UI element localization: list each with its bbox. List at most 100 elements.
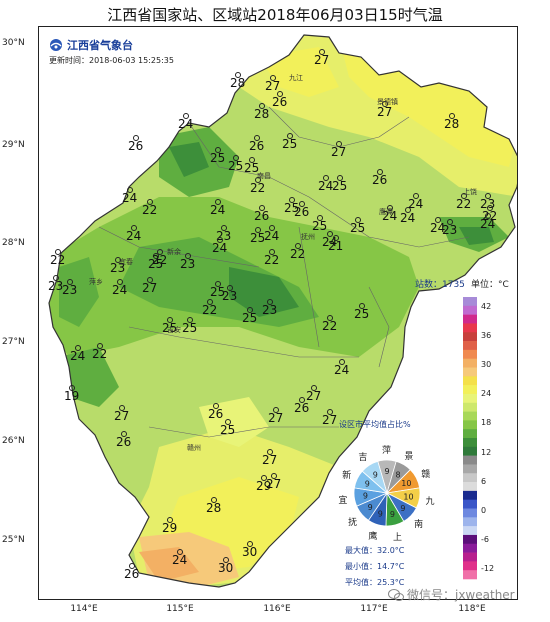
colorbar-segment bbox=[463, 455, 477, 465]
temperature-value: 25 bbox=[284, 201, 300, 215]
station-marker bbox=[97, 343, 103, 349]
colorbar bbox=[463, 297, 477, 580]
temperature-value: 24 bbox=[212, 241, 228, 255]
temperature-field bbox=[49, 35, 517, 587]
temperature-value: 26 bbox=[208, 407, 224, 421]
station-marker bbox=[327, 231, 333, 237]
temperature-value: 23 bbox=[48, 279, 64, 293]
pie-city-label: 九 bbox=[425, 496, 435, 507]
watermark-text: 微信号：jxweather bbox=[407, 588, 515, 602]
pie-city-label: 鹰 bbox=[368, 531, 378, 542]
pie-city-label: 宜 bbox=[338, 495, 348, 506]
station-marker bbox=[247, 307, 253, 313]
station-marker bbox=[67, 279, 73, 285]
city-boundaries bbox=[98, 106, 470, 438]
station-marker bbox=[177, 549, 183, 555]
temperature-value: 24 bbox=[400, 211, 416, 225]
station-marker bbox=[211, 497, 217, 503]
colorbar-segment bbox=[463, 393, 477, 404]
colorbar-segment bbox=[463, 526, 477, 536]
colorbar-segment bbox=[463, 429, 477, 439]
station-marker bbox=[382, 101, 388, 107]
station-marker bbox=[267, 449, 273, 455]
station-marker bbox=[185, 253, 191, 259]
station-marker bbox=[270, 75, 276, 81]
station-marker bbox=[317, 215, 323, 221]
temperature-value: 23 bbox=[180, 257, 196, 271]
latitude-label: 26°N bbox=[2, 436, 25, 446]
temperature-value: 22 bbox=[264, 253, 280, 267]
station-marker bbox=[147, 277, 153, 283]
station-marker bbox=[261, 475, 267, 481]
temperature-value: 22 bbox=[456, 197, 472, 211]
city-name: 新余 bbox=[167, 248, 181, 256]
temperature-value: 24 bbox=[334, 363, 350, 377]
stat-min: 最小值：14.7°C bbox=[345, 562, 405, 571]
station-marker bbox=[247, 541, 253, 547]
station-marker bbox=[119, 405, 125, 411]
temperature-value: 24 bbox=[318, 179, 334, 193]
station-marker bbox=[249, 157, 255, 163]
colorbar-segment bbox=[463, 561, 477, 571]
station-marker bbox=[337, 175, 343, 181]
latitude-label: 29°N bbox=[2, 140, 25, 150]
cma-logo-icon bbox=[50, 39, 62, 51]
station-marker bbox=[461, 193, 467, 199]
colorbar-label: 12 bbox=[481, 447, 492, 457]
station-marker bbox=[295, 243, 301, 249]
temperature-value: 27 bbox=[331, 145, 347, 159]
station-marker bbox=[339, 359, 345, 365]
station-marker bbox=[255, 227, 261, 233]
station-marker bbox=[167, 517, 173, 523]
temperature-value: 28 bbox=[206, 501, 222, 515]
temperature-value: 25 bbox=[282, 137, 298, 151]
colorbar-label: 18 bbox=[481, 418, 492, 428]
colorbar-segment bbox=[463, 332, 477, 342]
pie-city-label: 赣 bbox=[421, 470, 431, 481]
stat-avg: 平均值：25.3°C bbox=[345, 578, 405, 587]
station-marker bbox=[327, 315, 333, 321]
station-marker bbox=[287, 133, 293, 139]
temperature-value: 27 bbox=[142, 281, 158, 295]
station-marker bbox=[271, 473, 277, 479]
temperature-value: 26 bbox=[294, 401, 310, 415]
pie-slice-value: 8 bbox=[396, 470, 401, 479]
temperature-value: 25 bbox=[350, 221, 366, 235]
temperature-value: 27 bbox=[314, 53, 330, 67]
pie-slice-value: 9 bbox=[384, 467, 389, 476]
station-marker bbox=[233, 155, 239, 161]
station-marker bbox=[487, 205, 493, 211]
station-marker bbox=[117, 279, 123, 285]
colorbar-segment bbox=[463, 341, 477, 351]
temperature-value: 29 bbox=[162, 521, 178, 535]
pie-city-label: 新 bbox=[342, 471, 352, 482]
station-marker bbox=[133, 135, 139, 141]
colorbar-segment bbox=[463, 314, 477, 324]
temperature-value: 24 bbox=[70, 349, 86, 363]
station-marker bbox=[311, 385, 317, 391]
temperature-value: 27 bbox=[268, 411, 284, 425]
station-marker bbox=[153, 253, 159, 259]
colorbar-segment bbox=[463, 438, 477, 448]
pie-slice-value: 9 bbox=[363, 492, 368, 501]
temperature-value: 25 bbox=[312, 219, 328, 233]
colorbar-segment bbox=[463, 297, 477, 307]
temperature-value: 27 bbox=[266, 477, 282, 491]
station-marker bbox=[259, 103, 265, 109]
temperature-value: 26 bbox=[294, 205, 310, 219]
station-marker bbox=[221, 225, 227, 231]
station-marker bbox=[273, 407, 279, 413]
city-name: 赣州 bbox=[187, 444, 201, 452]
station-marker bbox=[299, 201, 305, 207]
temperature-value: 27 bbox=[306, 389, 322, 403]
temperature-value: 22 bbox=[92, 347, 108, 361]
pie-city-label: 南 bbox=[414, 520, 424, 531]
temperature-value: 23 bbox=[262, 303, 278, 317]
colorbar-label: -12 bbox=[481, 564, 495, 573]
pie-city-label: 上 bbox=[392, 532, 402, 543]
temperature-value: 24 bbox=[264, 229, 280, 243]
station-marker bbox=[215, 147, 221, 153]
temperature-value: 25 bbox=[332, 179, 348, 193]
station-marker bbox=[267, 299, 273, 305]
